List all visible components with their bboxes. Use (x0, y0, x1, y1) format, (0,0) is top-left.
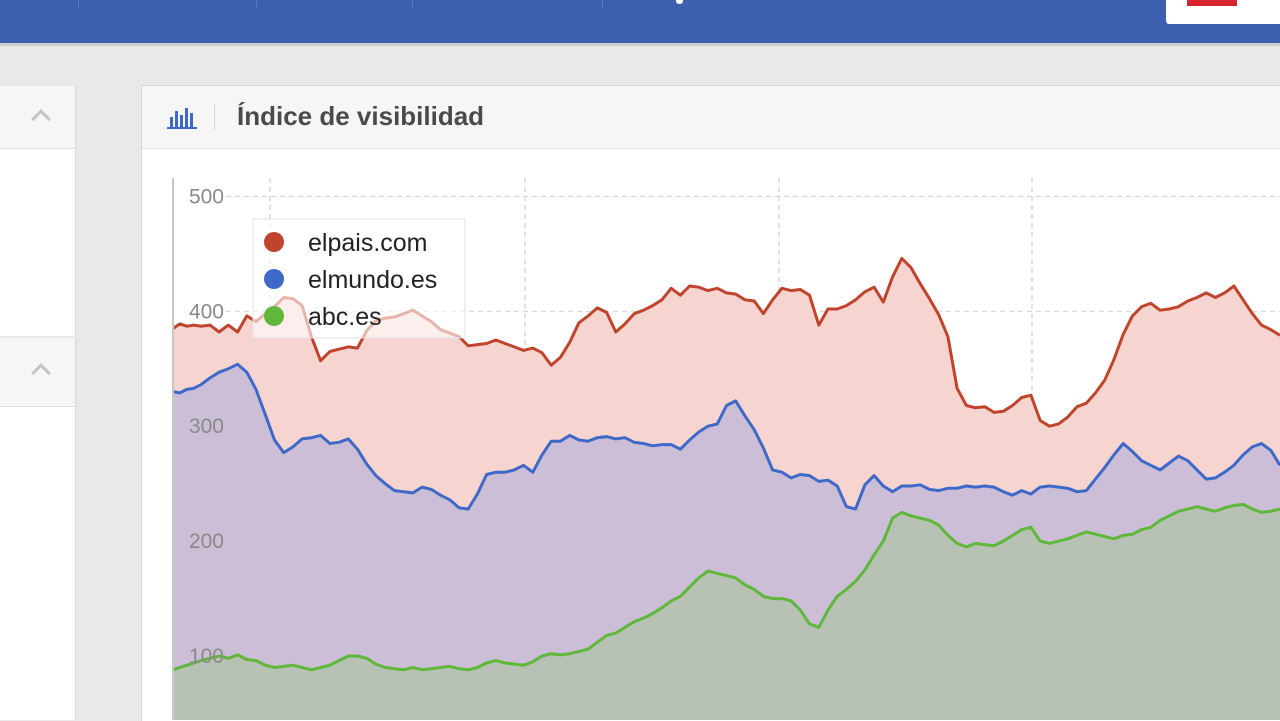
chart-areas (172, 256, 1280, 720)
nav-separator (602, 0, 603, 8)
side-panel-1 (0, 86, 76, 336)
side-panel-2 (0, 338, 76, 720)
series-line-2[interactable] (172, 502, 1280, 672)
legend-marker (264, 269, 284, 289)
nav-separator (78, 0, 79, 8)
nav-menu-item[interactable] (676, 0, 683, 4)
nav-separator (256, 0, 257, 8)
panel-header: Índice de visibilidad (142, 86, 1280, 149)
nav-shadow (0, 43, 1280, 46)
series-line-0[interactable] (172, 256, 1280, 428)
bar-chart-icon (167, 108, 197, 129)
header-divider (214, 104, 215, 130)
y-tick-label: 100 (189, 645, 224, 668)
legend-label[interactable]: abc.es (308, 303, 382, 331)
legend-label[interactable]: elmundo.es (308, 266, 437, 294)
legend: elpais.com elmundo.es abc.es (252, 218, 466, 339)
legend-box (252, 218, 466, 339)
y-tick-label: 300 (189, 415, 224, 438)
y-axis: 100 200 300 400 500 (172, 178, 224, 720)
side-panel-header (0, 86, 75, 149)
legend-marker (264, 306, 284, 326)
top-nav-bar (0, 0, 1280, 43)
panel-title: Índice de visibilidad (237, 101, 485, 131)
series-line-1[interactable] (172, 362, 1280, 511)
legend-label[interactable]: elpais.com (308, 229, 428, 257)
y-tick-label: 400 (189, 300, 224, 323)
series-area-2 (173, 504, 1280, 720)
flag-icon (1187, 0, 1237, 6)
legend-marker (264, 232, 284, 252)
y-tick-label: 200 (189, 530, 224, 553)
y-tick-label: 500 (189, 185, 224, 208)
nav-separator (412, 0, 413, 8)
side-panel-header (0, 338, 75, 407)
